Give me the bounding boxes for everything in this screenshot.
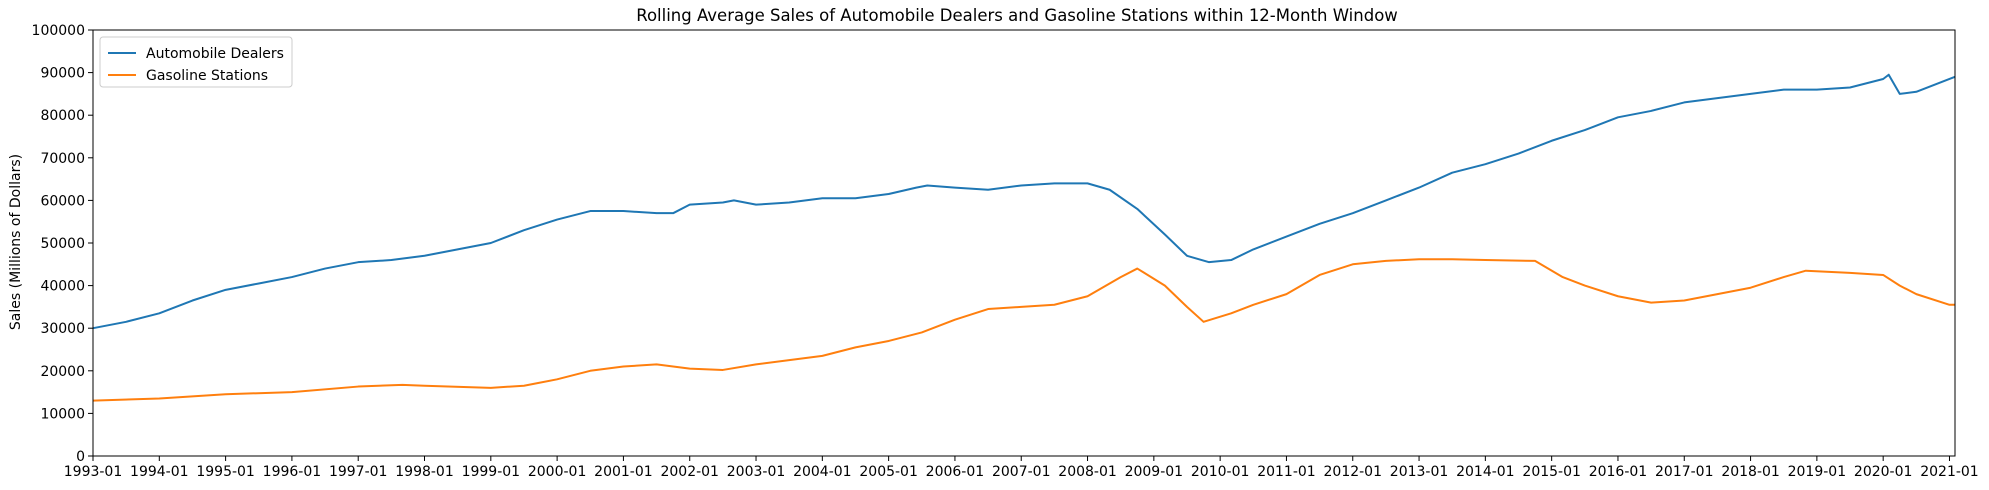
y-tick-label: 0 [76, 449, 85, 465]
x-tick-label: 2016-01 [1589, 464, 1648, 480]
y-tick-label: 50000 [40, 236, 85, 252]
legend-label: Gasoline Stations [146, 68, 268, 84]
y-tick-label: 90000 [40, 66, 85, 82]
x-tick-label: 2013-01 [1390, 464, 1449, 480]
x-tick-label: 2019-01 [1788, 464, 1847, 480]
y-tick-label: 30000 [40, 321, 85, 337]
series-line-gasoline-stations [92, 258, 1955, 402]
y-tick-label: 60000 [40, 193, 85, 209]
y-tick-label: 80000 [40, 108, 85, 124]
x-tick-label: 2006-01 [926, 464, 985, 480]
x-tick-label: 2008-01 [1058, 464, 1117, 480]
x-tick-label: 2015-01 [1522, 464, 1581, 480]
x-tick-label: 1995-01 [196, 464, 255, 480]
series-line-automobile-dealers [92, 73, 1956, 330]
x-tick-label: 2000-01 [528, 464, 587, 480]
x-tick-label: 1996-01 [263, 464, 322, 480]
x-tick-label: 2011-01 [1257, 464, 1316, 480]
plot-area: 0 10000 20000 30000 40000 50000 60000 70000 8000… [32, 23, 1979, 480]
y-tick-label: 70000 [40, 151, 85, 167]
legend-label: Automobile Dealers [146, 46, 284, 62]
legend-box [99, 36, 293, 88]
x-tick-label: 2021-01 [1920, 464, 1979, 480]
x-tick-label: 2001-01 [594, 464, 653, 480]
x-tick-label: 2012-01 [1324, 464, 1383, 480]
x-tick-label: 2005-01 [859, 464, 918, 480]
x-tick-label: 2007-01 [992, 464, 1051, 480]
chart-title: Rolling Average Sales of Automobile Deal… [636, 6, 1398, 25]
y-tick-label: 40000 [40, 279, 85, 295]
y-axis-label: Sales (Millions of Dollars) [8, 154, 24, 330]
x-tick-label: 2002-01 [660, 464, 719, 480]
x-tick-label: 2010-01 [1191, 464, 1250, 480]
x-tick-label: 2018-01 [1721, 464, 1780, 480]
x-tick-label: 1993-01 [64, 464, 123, 480]
x-tick-label: 1997-01 [329, 464, 388, 480]
x-tick-label: 2003-01 [727, 464, 786, 480]
y-tick-label: 100000 [32, 23, 85, 39]
y-tick-label: 10000 [40, 406, 85, 422]
x-tick-label: 1999-01 [462, 464, 521, 480]
plot-frame [92, 29, 1956, 457]
x-tick-label: 2020-01 [1854, 464, 1913, 480]
y-tick-label: 20000 [40, 364, 85, 380]
x-tick-label: 2014-01 [1456, 464, 1515, 480]
x-tick-label: 1994-01 [130, 464, 189, 480]
x-tick-label: 1998-01 [395, 464, 454, 480]
x-tick-label: 2009-01 [1125, 464, 1184, 480]
x-tick-label: 2004-01 [793, 464, 852, 480]
x-tick-label: 2017-01 [1655, 464, 1714, 480]
